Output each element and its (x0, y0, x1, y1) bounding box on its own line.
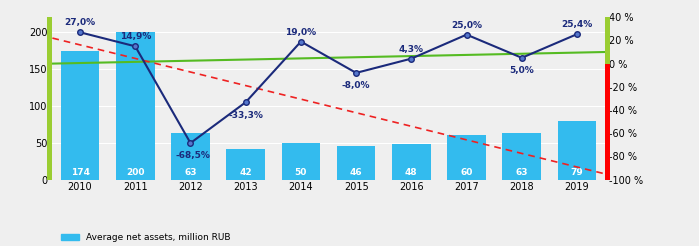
Bar (337, 146, 375, 180)
Legend: Average net assets, million RUB, Rate of growth (decrease) of the average net as: Average net assets, million RUB, Rate of… (57, 230, 399, 246)
Text: 25,0%: 25,0% (451, 21, 482, 30)
Bar (61, 51, 99, 180)
Text: 63: 63 (185, 168, 196, 177)
Text: -8,0%: -8,0% (342, 81, 370, 90)
Bar (226, 149, 265, 180)
Text: 79: 79 (570, 168, 584, 177)
Bar (171, 133, 210, 180)
Text: 50: 50 (295, 168, 307, 177)
Bar (503, 133, 541, 180)
Text: 14,9%: 14,9% (120, 32, 151, 41)
Text: 5,0%: 5,0% (510, 66, 534, 75)
Text: 42: 42 (239, 168, 252, 177)
Bar (447, 135, 486, 180)
Text: 27,0%: 27,0% (64, 18, 96, 27)
Text: -68,5%: -68,5% (176, 151, 210, 160)
Text: 4,3%: 4,3% (399, 45, 424, 54)
Text: 46: 46 (350, 168, 363, 177)
Bar (282, 143, 320, 180)
Text: -33,3%: -33,3% (229, 110, 263, 120)
Text: 48: 48 (405, 168, 418, 177)
Text: 200: 200 (126, 168, 145, 177)
Bar (392, 144, 431, 180)
Text: 60: 60 (461, 168, 473, 177)
Text: 174: 174 (71, 168, 89, 177)
Text: 25,4%: 25,4% (561, 20, 593, 29)
Bar (558, 121, 596, 180)
Bar (116, 32, 154, 180)
Text: 19,0%: 19,0% (285, 28, 317, 37)
Text: 63: 63 (516, 168, 528, 177)
